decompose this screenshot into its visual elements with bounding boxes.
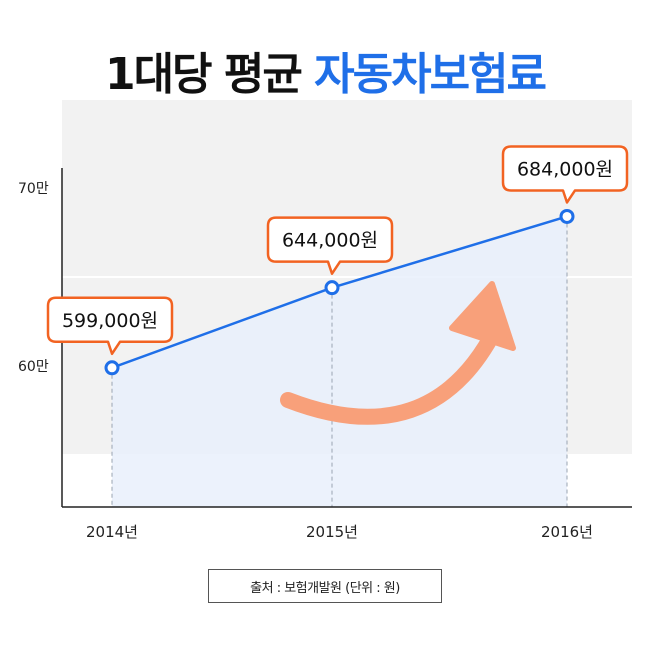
chart-title: 1대당 평균 자동차보험료 xyxy=(0,38,650,102)
y-tick-label-1: 70만 xyxy=(18,181,49,197)
title-prefix: 1대당 평균 xyxy=(104,49,303,100)
data-label-0: 599,000원 xyxy=(62,310,158,332)
callout-box-1 xyxy=(266,216,394,275)
source-note: 출처 : 보험개발원 (단위 : 원) xyxy=(208,569,442,603)
line-chart: 60만 70만 2014년 2015년 2016년 599,000원 644,000원 684… xyxy=(18,100,632,541)
x-tick-label-0: 2014년 xyxy=(86,523,138,541)
x-tick-label-2: 2016년 xyxy=(541,523,593,541)
data-point-2 xyxy=(559,208,575,224)
data-point-1 xyxy=(324,280,340,296)
grid-gap xyxy=(62,276,632,278)
callout-box-0 xyxy=(46,296,174,356)
data-label-1: 644,000원 xyxy=(282,230,378,252)
area-fill xyxy=(112,216,567,508)
title-highlight: 자동차보험료 xyxy=(314,49,547,100)
trend-arrow-head xyxy=(449,281,516,351)
x-tick-label-1: 2015년 xyxy=(306,523,358,541)
trend-arrow-shaft xyxy=(280,322,503,425)
y-tick-label-0: 60만 xyxy=(18,359,49,375)
data-label-2: 684,000원 xyxy=(517,158,613,180)
callout-box-2 xyxy=(501,145,629,204)
data-point-0 xyxy=(104,360,120,376)
